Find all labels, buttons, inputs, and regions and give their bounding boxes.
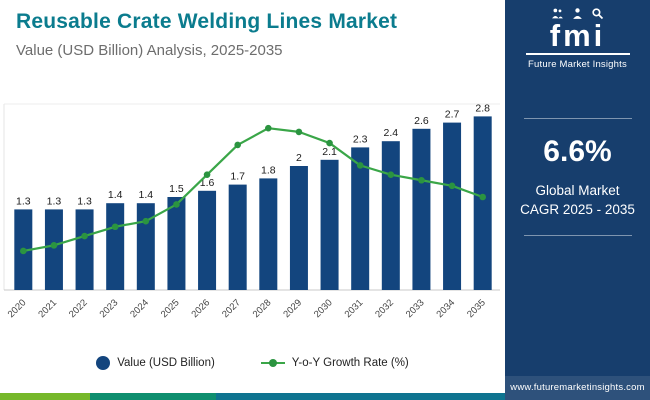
chart-legend: Value (USD Billion) Y-o-Y Growth Rate (%…	[0, 356, 505, 370]
bar	[443, 122, 462, 290]
bar	[167, 197, 186, 290]
bar	[228, 184, 247, 290]
x-axis-label: 2025	[159, 297, 182, 320]
cagr-label-line2: CAGR 2025 - 2035	[520, 202, 635, 217]
x-axis-label: 2023	[98, 297, 121, 320]
bar	[259, 178, 278, 290]
bar	[136, 203, 155, 290]
bar	[412, 128, 431, 290]
x-axis-label: 2021	[36, 297, 59, 320]
growth-line-marker	[111, 223, 119, 231]
bar	[44, 209, 63, 290]
bar-value-label: 1.8	[261, 164, 276, 176]
footer-strip-segment	[216, 393, 505, 400]
people-icon	[552, 8, 563, 19]
fmi-logo: fmi Future Market Insights	[505, 0, 650, 70]
bar	[106, 203, 125, 290]
x-axis-label: 2031	[343, 297, 366, 320]
bar-value-label: 1.3	[77, 195, 92, 207]
growth-line-marker	[234, 141, 241, 149]
growth-line	[23, 127, 484, 253]
bar	[351, 147, 370, 290]
footer-strip	[0, 393, 505, 400]
magnifier-icon	[592, 8, 604, 20]
header: Reusable Crate Welding Lines Market Valu…	[16, 10, 496, 59]
logo-rule	[525, 53, 630, 55]
growth-line-marker	[173, 201, 180, 208]
cagr-block: 6.6% Global Market CAGR 2025 - 2035	[505, 118, 650, 236]
page-title: Reusable Crate Welding Lines Market	[16, 10, 398, 33]
chart-area: 1.3 2020 1.3 2021 1.3 2022 1.4 2023 1.4 2024 1.5 20…	[2, 90, 504, 342]
x-axis-label: 2022	[67, 297, 90, 320]
cagr-label-line1: Global Market	[535, 183, 620, 198]
person-icon	[573, 8, 582, 19]
logo-icons	[505, 7, 650, 20]
x-axis-label: 2032	[373, 297, 396, 320]
x-axis-label: 2027	[220, 297, 243, 320]
logo-abbr: fmi	[549, 18, 606, 53]
bar-value-label: 1.7	[230, 171, 245, 183]
bar-value-label: 1.5	[169, 183, 184, 195]
bar	[381, 141, 400, 290]
cagr-separator-top	[523, 118, 632, 119]
growth-line-marker	[479, 193, 486, 201]
bar	[320, 159, 339, 290]
cagr-value: 6.6%	[543, 135, 612, 168]
growth-line-marker	[203, 171, 211, 178]
bar-value-label: 2.8	[475, 102, 490, 114]
footer-strip-segment	[90, 393, 217, 400]
cagr-separator-bottom	[523, 235, 632, 236]
growth-line-marker	[20, 247, 27, 255]
legend-bar-label: Value (USD Billion)	[117, 357, 215, 369]
growth-line-marker	[81, 232, 88, 240]
x-axis-label: 2024	[128, 297, 151, 320]
x-axis-label: 2034	[434, 297, 457, 320]
bar-value-label: 1.3	[16, 195, 31, 207]
bar	[198, 190, 217, 290]
growth-line-marker	[326, 139, 333, 147]
growth-line-marker	[142, 217, 150, 225]
legend-line-marker	[268, 358, 277, 367]
legend-bar-swatch	[96, 356, 111, 370]
bar-value-label: 1.6	[200, 177, 215, 189]
x-axis-label: 2033	[404, 297, 427, 320]
bar-value-label: 1.4	[139, 189, 154, 201]
legend-item-growth: Y-o-Y Growth Rate (%)	[260, 357, 409, 369]
growth-line-marker	[50, 242, 58, 249]
x-axis-label: 2035	[465, 297, 488, 320]
x-axis-label: 2026	[189, 297, 212, 320]
bar	[75, 209, 94, 290]
bar-value-label: 2	[296, 152, 302, 164]
website-link: www.futuremarketinsights.com	[505, 376, 650, 400]
growth-line-marker	[418, 176, 425, 184]
bar-value-label: 2.1	[322, 146, 337, 158]
growth-line-marker	[295, 128, 303, 136]
bar-value-label: 1.3	[47, 195, 62, 207]
bar	[289, 166, 308, 290]
bar	[473, 116, 492, 291]
x-axis-label: 2030	[312, 297, 335, 320]
growth-line-marker	[356, 162, 364, 169]
side-panel: fmi Future Market Insights 6.6% Global M…	[505, 0, 650, 400]
bar-value-label: 2.3	[353, 133, 368, 145]
market-chart: 1.3 2020 1.3 2021 1.3 2022 1.4 2023 1.4 2024 1.5 20…	[3, 102, 500, 320]
legend-line-swatch	[260, 358, 285, 367]
x-axis-label: 2028	[251, 297, 274, 320]
growth-line-marker	[387, 171, 395, 178]
bar-value-label: 2.7	[445, 109, 460, 121]
x-axis-label: 2020	[6, 297, 29, 320]
x-axis-label: 2029	[281, 297, 304, 320]
legend-line-label: Y-o-Y Growth Rate (%)	[291, 357, 409, 369]
growth-line-marker	[448, 182, 456, 190]
page-subtitle: Value (USD Billion) Analysis, 2025-2035	[16, 42, 283, 59]
legend-item-value: Value (USD Billion)	[96, 356, 215, 370]
footer-strip-segment	[0, 393, 91, 400]
growth-line-marker	[265, 124, 272, 132]
bar-value-label: 1.4	[108, 189, 123, 201]
logo-name: Future Market Insights	[528, 59, 627, 70]
bar-value-label: 2.4	[384, 127, 399, 139]
bar-value-label: 2.6	[414, 115, 429, 127]
